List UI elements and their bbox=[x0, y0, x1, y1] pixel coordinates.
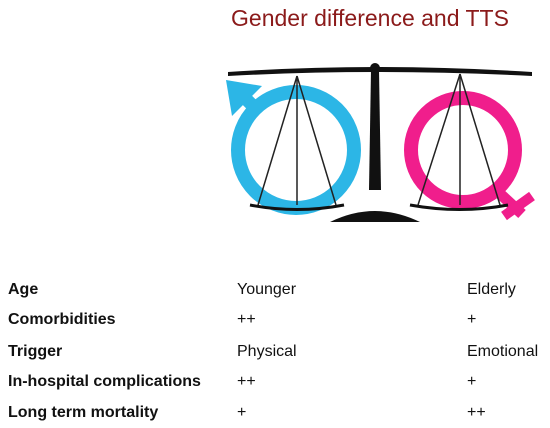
cell: + bbox=[237, 404, 246, 421]
cell: ++ bbox=[467, 404, 486, 421]
row-label: Trigger bbox=[8, 343, 62, 360]
row-label: Age bbox=[8, 281, 38, 298]
cell: Elderly bbox=[467, 281, 516, 298]
cell: Physical bbox=[237, 343, 297, 360]
row-label: Long term mortality bbox=[8, 404, 158, 421]
cell: ++ bbox=[237, 373, 256, 390]
cell: Younger bbox=[237, 281, 297, 298]
cell: + bbox=[467, 311, 476, 328]
title: Gender difference and TTS bbox=[231, 5, 509, 31]
row-label: In-hospital complications bbox=[8, 373, 201, 390]
cell: + bbox=[467, 373, 476, 390]
scale-illustration bbox=[226, 63, 535, 222]
cell: ++ bbox=[237, 311, 256, 328]
row-label: Comorbidities bbox=[8, 311, 116, 328]
cell: Emotional bbox=[467, 343, 538, 360]
